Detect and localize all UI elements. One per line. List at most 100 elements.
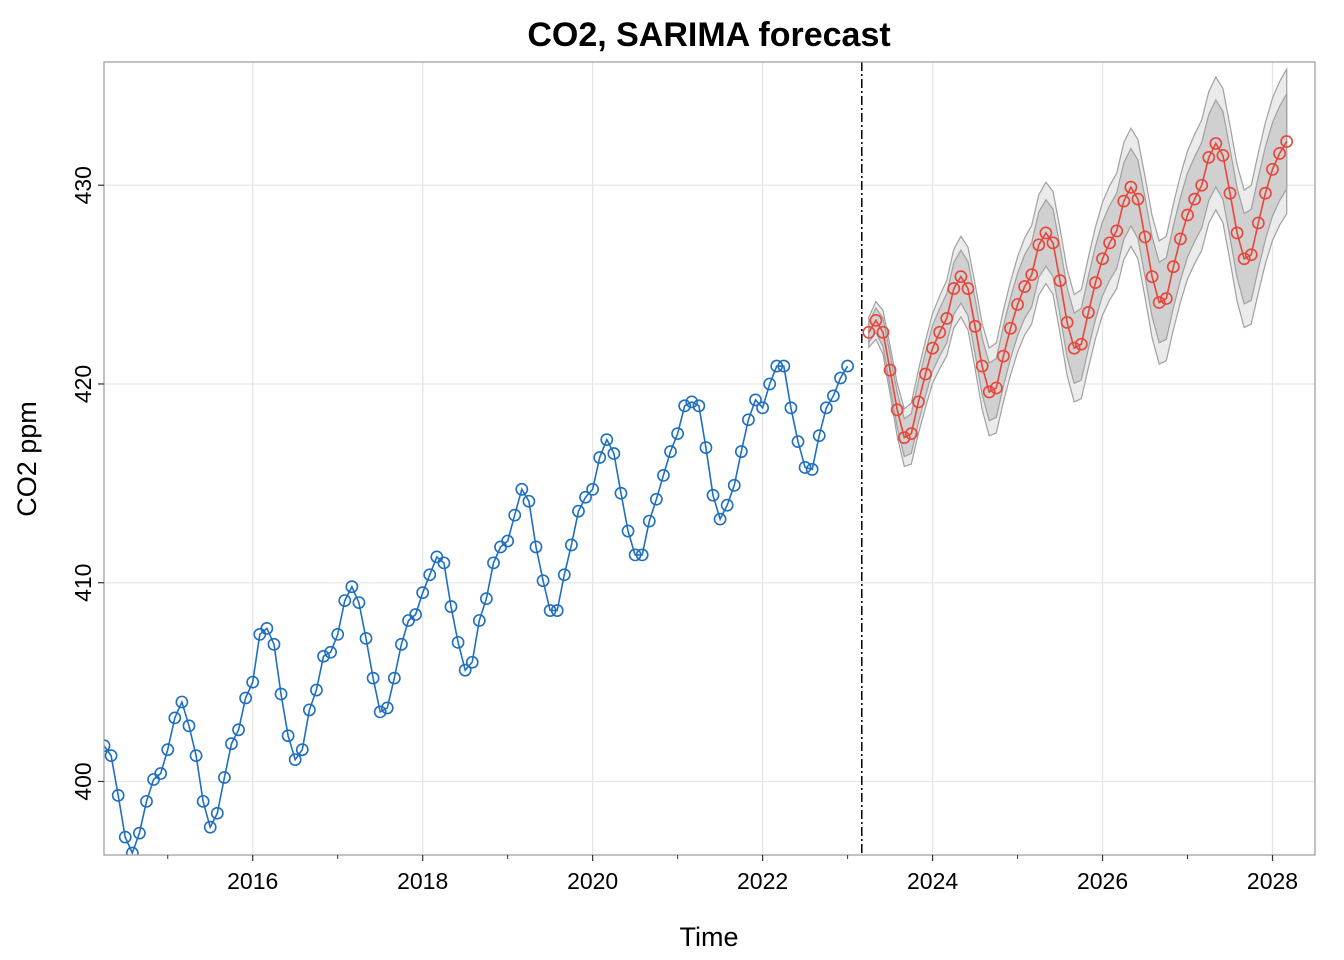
observed-point <box>359 631 373 645</box>
forecast-point <box>1053 274 1067 288</box>
observed-point <box>387 671 401 685</box>
observed-point <box>685 395 699 409</box>
observed-point <box>827 389 840 403</box>
forecast-point <box>1266 162 1279 176</box>
observed-point <box>706 488 720 502</box>
observed-point <box>671 427 685 441</box>
forecast-point <box>1159 292 1173 305</box>
forecast-point <box>1046 236 1060 250</box>
observed-point <box>345 580 359 594</box>
observed-point <box>465 655 479 669</box>
forecast-point <box>1011 298 1024 311</box>
observed-point <box>600 433 614 447</box>
chart-title: CO2, SARIMA forecast <box>527 16 890 54</box>
observed-point <box>763 377 777 391</box>
observed-point <box>713 512 727 526</box>
x-tick-label-2024: 2024 <box>907 868 958 894</box>
observed-point <box>586 482 600 496</box>
observed-point <box>203 820 217 834</box>
observed-point <box>331 627 345 641</box>
observed-point <box>444 600 458 613</box>
observed-point <box>111 788 125 802</box>
observed-point <box>317 649 330 663</box>
observed-point <box>324 645 338 659</box>
observed-point <box>458 663 472 677</box>
forecast-point <box>940 311 954 325</box>
forecast-point <box>904 427 918 441</box>
forecast-point <box>1152 296 1166 309</box>
observed-point <box>281 729 295 743</box>
observed-point <box>225 737 238 751</box>
observed-point <box>267 637 281 651</box>
observed-point <box>572 504 585 518</box>
observed-point <box>550 604 564 617</box>
observed-point <box>834 371 847 385</box>
forecast-point <box>862 325 876 339</box>
x-tick-label-2020: 2020 <box>567 868 618 894</box>
observed-point <box>515 482 529 496</box>
observed-point <box>161 743 175 757</box>
observed-point <box>784 401 798 415</box>
observed-point <box>635 548 649 562</box>
observed-point <box>118 830 132 844</box>
observed-point <box>579 490 592 504</box>
forecast-point <box>1145 270 1159 284</box>
observed-point <box>657 468 670 482</box>
forecast-point <box>1103 236 1117 250</box>
y-axis: 400 410 420 430 <box>70 166 104 801</box>
forecast-point <box>1244 248 1258 262</box>
observed-point <box>437 556 451 570</box>
observed-point <box>614 486 628 500</box>
forecast-point <box>890 403 904 417</box>
observed-point <box>593 451 607 464</box>
observed-point <box>380 701 394 715</box>
observed-point <box>260 622 274 635</box>
forecast-point <box>1273 147 1286 160</box>
observed-point <box>239 691 253 705</box>
observed-point <box>210 806 224 820</box>
forecast-point <box>1230 226 1244 240</box>
forecast-point <box>1131 192 1145 206</box>
observed-point <box>140 794 153 808</box>
observed-point <box>196 794 210 808</box>
observed-point <box>373 705 387 719</box>
observed-point <box>543 604 557 617</box>
forecast-point <box>1074 337 1088 351</box>
forecast-point <box>1117 194 1131 208</box>
forecast-point <box>1110 224 1124 238</box>
forecast-point <box>1280 135 1294 148</box>
observed-point <box>756 401 769 415</box>
observed-point <box>288 753 302 767</box>
observed-point <box>168 711 182 725</box>
forecast-point <box>926 341 939 355</box>
observed-point <box>557 568 571 582</box>
observed-point <box>501 534 515 548</box>
observed-point <box>564 538 578 552</box>
observed-point <box>749 393 762 407</box>
observed-point <box>133 826 146 840</box>
forecast-point <box>1251 216 1265 230</box>
observed-point <box>529 540 543 554</box>
interval-80-band <box>868 91 1288 458</box>
forecast-point <box>1089 276 1102 290</box>
y-axis-title: CO2 ppm <box>12 401 42 517</box>
observed-point <box>812 429 826 443</box>
observed-point <box>664 445 677 458</box>
observed-point <box>777 359 791 373</box>
observed-point <box>154 767 168 780</box>
observed-point <box>480 592 493 606</box>
forecast-point <box>982 385 996 399</box>
observed-point <box>791 435 805 449</box>
observed-point <box>182 719 196 733</box>
observed-point <box>628 548 642 562</box>
observed-point <box>699 441 713 454</box>
forecast-point <box>883 363 897 377</box>
forecast-intervals <box>868 66 1288 468</box>
observed-point <box>770 359 784 373</box>
y-tick-label-430: 430 <box>70 166 96 204</box>
forecast-point <box>1166 260 1180 274</box>
x-tick-label-2026: 2026 <box>1077 868 1128 894</box>
observed-point <box>232 723 245 737</box>
forecast-point <box>1039 226 1053 240</box>
forecast-point <box>1138 230 1152 244</box>
